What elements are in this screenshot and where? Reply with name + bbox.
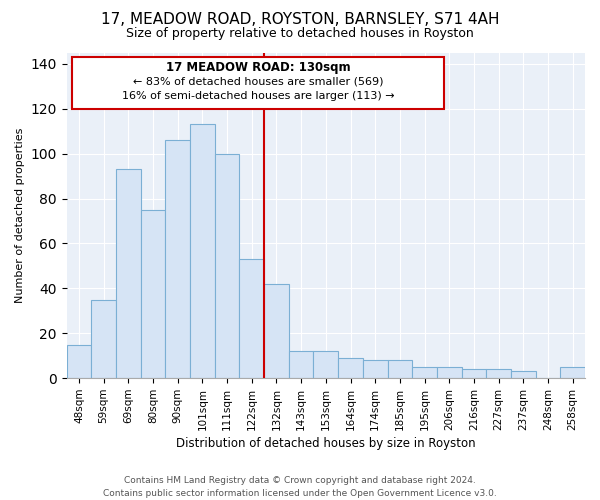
Text: Size of property relative to detached houses in Royston: Size of property relative to detached ho…	[126, 28, 474, 40]
Bar	[560, 367, 585, 378]
Bar	[264, 284, 289, 378]
Bar	[313, 352, 338, 378]
Bar	[67, 344, 91, 378]
Bar	[190, 124, 215, 378]
Text: Contains HM Land Registry data © Crown copyright and database right 2024.
Contai: Contains HM Land Registry data © Crown c…	[103, 476, 497, 498]
Text: 17, MEADOW ROAD, ROYSTON, BARNSLEY, S71 4AH: 17, MEADOW ROAD, ROYSTON, BARNSLEY, S71 …	[101, 12, 499, 28]
Bar	[116, 170, 141, 378]
Text: ← 83% of detached houses are smaller (569): ← 83% of detached houses are smaller (56…	[133, 76, 383, 86]
Bar	[412, 367, 437, 378]
Bar	[166, 140, 190, 378]
Bar	[437, 367, 461, 378]
Text: 16% of semi-detached houses are larger (113) →: 16% of semi-detached houses are larger (…	[122, 92, 394, 102]
Bar	[486, 369, 511, 378]
Bar	[338, 358, 363, 378]
Bar	[363, 360, 388, 378]
Bar	[239, 259, 264, 378]
Text: 17 MEADOW ROAD: 130sqm: 17 MEADOW ROAD: 130sqm	[166, 60, 350, 74]
Bar	[141, 210, 166, 378]
FancyBboxPatch shape	[71, 57, 445, 108]
Bar	[289, 352, 313, 378]
Y-axis label: Number of detached properties: Number of detached properties	[15, 128, 25, 303]
Bar	[388, 360, 412, 378]
Bar	[91, 300, 116, 378]
Bar	[215, 154, 239, 378]
X-axis label: Distribution of detached houses by size in Royston: Distribution of detached houses by size …	[176, 437, 476, 450]
Bar	[461, 369, 486, 378]
Bar	[511, 372, 536, 378]
